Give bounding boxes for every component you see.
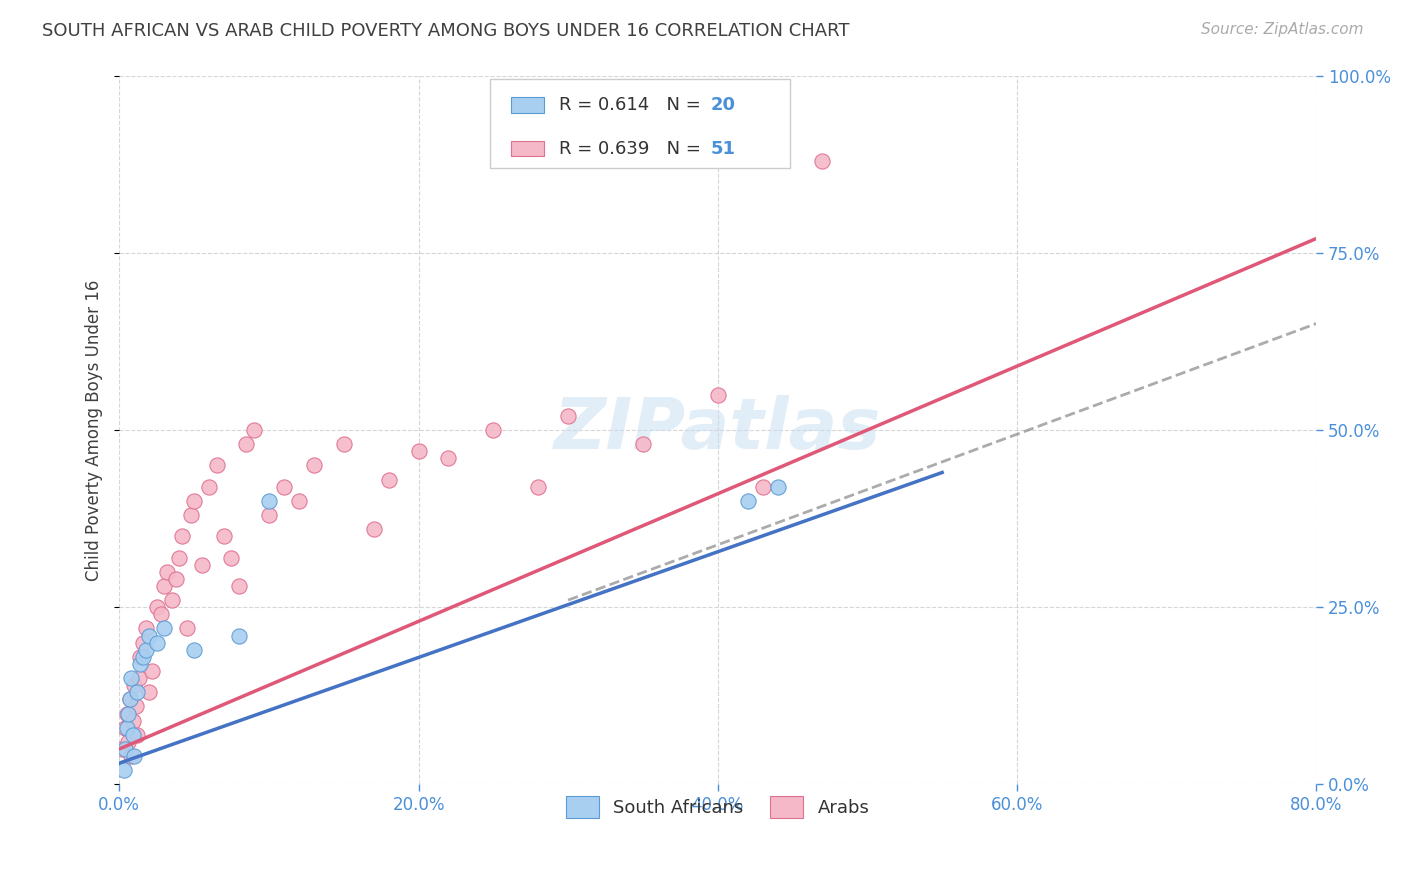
Point (332, 437, 354, 451)
Point (363, 522, 385, 536)
Point (150, 607, 173, 622)
Point (127, 728, 149, 742)
Point (127, 685, 149, 699)
FancyBboxPatch shape (510, 141, 544, 156)
Point (129, 657, 152, 671)
Point (120, 749, 142, 764)
Point (183, 642, 205, 657)
Point (118, 692, 141, 706)
Point (138, 685, 160, 699)
Point (128, 671, 150, 685)
Point (482, 423, 505, 437)
Point (115, 721, 138, 735)
Point (302, 458, 325, 473)
Point (117, 735, 139, 749)
Point (751, 480, 773, 494)
Text: R = 0.639   N =: R = 0.639 N = (558, 139, 706, 158)
Text: 20: 20 (710, 96, 735, 114)
Point (167, 550, 190, 565)
Point (257, 494, 280, 508)
Point (114, 721, 136, 735)
Point (288, 494, 311, 508)
Point (557, 409, 579, 423)
Point (235, 437, 257, 451)
Point (377, 473, 399, 487)
Point (437, 451, 460, 466)
Point (122, 678, 145, 692)
Point (212, 529, 235, 543)
Point (165, 572, 187, 586)
Point (176, 622, 198, 636)
Point (153, 622, 176, 636)
Point (198, 480, 221, 494)
Text: Source: ZipAtlas.com: Source: ZipAtlas.com (1201, 22, 1364, 37)
Point (160, 593, 183, 607)
Point (132, 649, 155, 664)
Point (135, 622, 157, 636)
Text: 51: 51 (710, 139, 735, 158)
Point (125, 699, 148, 714)
Point (121, 728, 143, 742)
Point (138, 629, 160, 643)
Text: R = 0.614   N =: R = 0.614 N = (558, 96, 706, 114)
Point (228, 579, 250, 593)
Point (111, 742, 134, 756)
Point (114, 742, 136, 756)
Point (243, 423, 266, 437)
Point (145, 635, 167, 649)
Y-axis label: Child Poverty Among Boys Under 16: Child Poverty Among Boys Under 16 (86, 279, 103, 581)
Point (737, 494, 759, 508)
Point (121, 714, 143, 728)
Point (180, 508, 202, 522)
Point (183, 494, 205, 508)
Point (118, 692, 141, 706)
Point (811, 153, 834, 168)
Point (706, 387, 728, 401)
Point (631, 437, 654, 451)
Point (766, 480, 789, 494)
Point (527, 480, 550, 494)
Point (205, 458, 228, 473)
Point (273, 480, 295, 494)
Text: ZIPatlas: ZIPatlas (554, 395, 882, 465)
Point (122, 749, 145, 764)
Point (135, 642, 157, 657)
Point (153, 579, 176, 593)
Text: SOUTH AFRICAN VS ARAB CHILD POVERTY AMONG BOYS UNDER 16 CORRELATION CHART: SOUTH AFRICAN VS ARAB CHILD POVERTY AMON… (42, 22, 849, 40)
Point (408, 444, 430, 458)
Legend: South Africans, Arabs: South Africans, Arabs (560, 789, 876, 825)
Point (228, 629, 250, 643)
Point (112, 764, 135, 778)
Point (117, 706, 139, 721)
Point (145, 600, 167, 615)
Point (132, 635, 155, 649)
Point (257, 508, 280, 522)
Point (156, 565, 179, 579)
Point (141, 664, 163, 678)
FancyBboxPatch shape (510, 97, 544, 113)
Point (221, 550, 243, 565)
Point (129, 649, 152, 664)
Point (172, 529, 194, 543)
Point (190, 558, 212, 572)
Point (115, 706, 138, 721)
Point (120, 671, 142, 685)
FancyBboxPatch shape (491, 79, 790, 168)
